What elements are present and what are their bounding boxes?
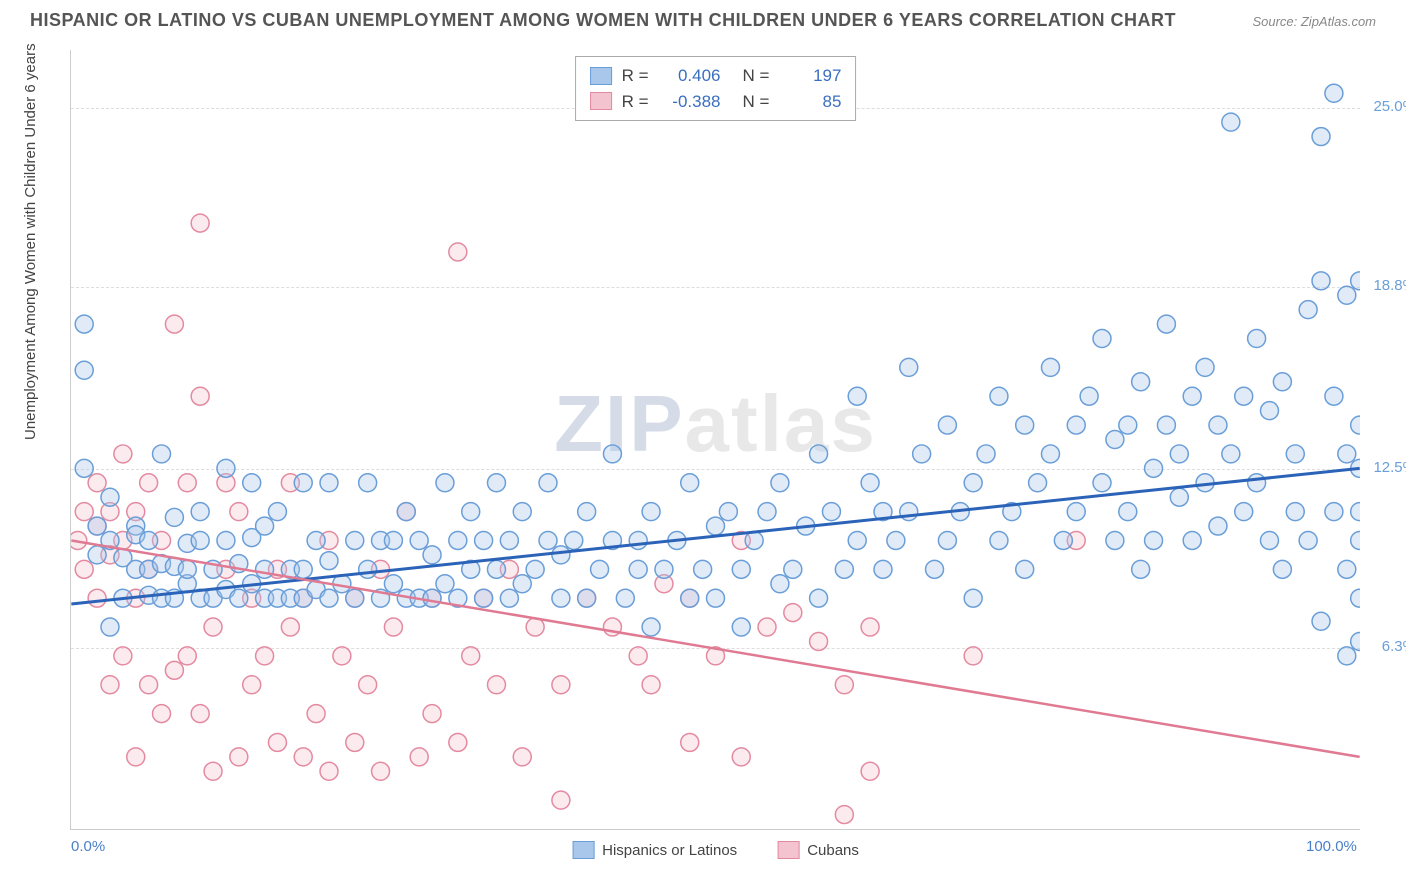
series-legend: Hispanics or Latinos Cubans <box>572 841 859 859</box>
swatch-pink-legend <box>777 841 799 859</box>
correlation-row-pink: R = -0.388 N = 85 <box>590 89 842 115</box>
legend-item-cuban: Cubans <box>777 841 859 859</box>
correlation-row-blue: R = 0.406 N = 197 <box>590 63 842 89</box>
scatter-svg <box>71 50 1360 829</box>
plot-area: ZIPatlas R = 0.406 N = 197 R = -0.388 N … <box>70 50 1360 830</box>
chart-title: HISPANIC OR LATINO VS CUBAN UNEMPLOYMENT… <box>30 10 1176 31</box>
legend-item-hispanic: Hispanics or Latinos <box>572 841 737 859</box>
y-axis-label: Unemployment Among Women with Children U… <box>22 43 39 440</box>
swatch-blue <box>590 67 612 85</box>
source-attribution: Source: ZipAtlas.com <box>1252 14 1376 29</box>
swatch-pink <box>590 92 612 110</box>
correlation-legend: R = 0.406 N = 197 R = -0.388 N = 85 <box>575 56 857 121</box>
swatch-blue-legend <box>572 841 594 859</box>
